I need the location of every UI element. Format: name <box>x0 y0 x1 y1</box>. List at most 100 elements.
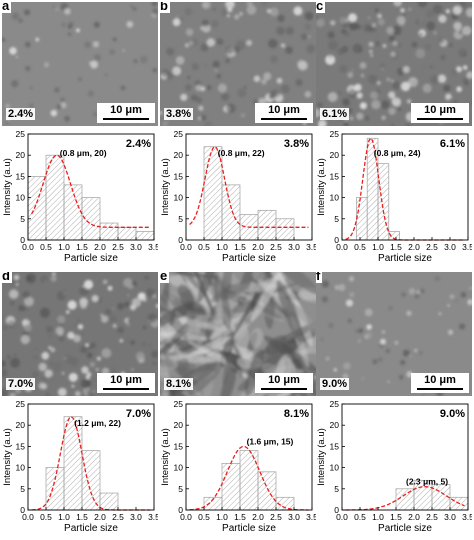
corner-label-a: 2.4% <box>126 138 151 150</box>
sem-image-f: f 9.0% 10 μm <box>316 272 472 396</box>
x-tick-e-7: 3.5 <box>306 512 316 522</box>
y-tick-e-2: 10 <box>174 463 184 473</box>
x-tick-a-2: 1.0 <box>58 242 70 252</box>
x-tick-f-7: 3.5 <box>462 512 472 522</box>
scale-line-e <box>261 388 307 390</box>
y-tick-c-1: 5 <box>334 214 339 224</box>
bar-e-1 <box>222 463 240 510</box>
y-tick-d-2: 10 <box>16 463 26 473</box>
x-tick-d-4: 2.0 <box>94 512 106 522</box>
x-tick-d-5: 2.5 <box>112 512 124 522</box>
y-axis-label-e: Intensity (a.u) <box>160 428 171 486</box>
x-axis-label-e: Particle size <box>222 523 276 534</box>
scale-bar-c: 10 μm <box>411 103 469 123</box>
y-axis-label-b: Intensity (a.u) <box>160 158 171 216</box>
peak-annotation-c: (0.8 μm, 24) <box>374 148 421 158</box>
y-tick-a-1: 5 <box>20 214 25 224</box>
concentration-label-f: 9.0% <box>320 378 349 390</box>
y-tick-f-5: 25 <box>330 400 340 409</box>
x-tick-a-1: 0.5 <box>40 242 52 252</box>
x-tick-c-0: 0.0 <box>336 242 348 252</box>
x-tick-d-1: 0.5 <box>40 512 52 522</box>
x-tick-f-6: 3.0 <box>444 512 456 522</box>
peak-annotation-e: (1.6 μm, 15) <box>247 436 294 446</box>
y-tick-a-2: 10 <box>16 193 26 203</box>
peak-annotation-b: (0.8 μm, 22) <box>218 148 265 158</box>
concentration-label-b: 3.8% <box>164 108 193 120</box>
x-tick-d-3: 1.5 <box>76 512 88 522</box>
x-tick-a-5: 2.5 <box>112 242 124 252</box>
bar-b-3 <box>258 210 276 240</box>
x-tick-f-5: 2.5 <box>426 512 438 522</box>
scale-text-b: 10 μm <box>255 104 313 116</box>
bar-a-2 <box>64 185 82 240</box>
concentration-label-a: 2.4% <box>6 108 35 120</box>
bar-a-4 <box>100 223 118 240</box>
y-tick-b-4: 20 <box>174 150 184 160</box>
x-tick-b-0: 0.0 <box>180 242 192 252</box>
sem-image-e: e 8.1% 10 μm <box>160 272 316 396</box>
y-tick-a-3: 15 <box>16 171 26 181</box>
x-tick-b-1: 0.5 <box>198 242 210 252</box>
x-tick-f-3: 1.5 <box>390 512 402 522</box>
panel-label-b: b <box>160 2 170 13</box>
scale-bar-b: 10 μm <box>255 103 313 123</box>
y-tick-f-3: 15 <box>330 441 340 451</box>
x-tick-c-7: 3.5 <box>462 242 472 252</box>
concentration-label-c: 6.1% <box>320 108 349 120</box>
corner-label-b: 3.8% <box>284 138 309 150</box>
x-tick-a-7: 3.5 <box>148 242 158 252</box>
x-tick-b-7: 3.5 <box>306 242 316 252</box>
x-tick-c-3: 1.5 <box>390 242 402 252</box>
bar-d-0 <box>46 468 64 510</box>
y-axis-label-c: Intensity (a.u) <box>316 158 327 216</box>
scale-line-d <box>103 388 149 390</box>
x-tick-d-2: 1.0 <box>58 512 70 522</box>
sem-image-d: d 7.0% 10 μm <box>2 272 158 396</box>
scale-bar-e: 10 μm <box>255 373 313 393</box>
bar-b-1 <box>222 185 240 240</box>
y-tick-b-5: 25 <box>174 130 184 139</box>
y-tick-e-3: 15 <box>174 441 184 451</box>
peak-annotation-f: (2.3 μm, 5) <box>406 477 448 487</box>
x-tick-c-6: 3.0 <box>444 242 456 252</box>
bar-e-3 <box>258 472 276 510</box>
corner-label-f: 9.0% <box>440 408 465 420</box>
bar-d-1 <box>64 417 82 510</box>
x-tick-e-5: 2.5 <box>270 512 282 522</box>
concentration-label-d: 7.0% <box>6 378 35 390</box>
x-tick-a-6: 3.0 <box>130 242 142 252</box>
scale-bar-d: 10 μm <box>97 373 155 393</box>
x-tick-e-2: 1.0 <box>216 512 228 522</box>
y-tick-c-4: 20 <box>330 150 340 160</box>
x-axis-label-c: Particle size <box>378 253 432 264</box>
y-tick-b-2: 10 <box>174 193 184 203</box>
sem-image-a: a 2.4% 10 μm <box>2 2 158 126</box>
x-tick-b-2: 1.0 <box>216 242 228 252</box>
bar-b-0 <box>204 147 222 240</box>
histogram-d: 05101520250.0 0.5 1.0 1.5 2.0 2.5 3.0 3.5Partic… <box>2 400 158 536</box>
x-axis-label-d: Particle size <box>64 523 118 534</box>
histogram-f: 05101520250.0 0.5 1.0 1.5 2.0 2.5 3.0 3.5Partic… <box>316 400 472 536</box>
peak-annotation-a: (0.8 μm, 20) <box>60 148 107 158</box>
sem-image-b: b 3.8% 10 μm <box>160 2 316 126</box>
y-tick-c-3: 15 <box>330 171 340 181</box>
panel-label-e: e <box>160 272 169 283</box>
scale-line-c <box>417 118 463 120</box>
bar-f-2 <box>432 485 450 510</box>
scale-text-a: 10 μm <box>97 104 155 116</box>
scale-text-c: 10 μm <box>411 104 469 116</box>
bar-a-0 <box>28 176 46 240</box>
y-tick-a-4: 20 <box>16 150 26 160</box>
x-tick-b-5: 2.5 <box>270 242 282 252</box>
y-tick-c-5: 25 <box>330 130 340 139</box>
y-tick-a-5: 25 <box>16 130 26 139</box>
x-tick-b-4: 2.0 <box>252 242 264 252</box>
x-tick-c-4: 2.0 <box>408 242 420 252</box>
panel-label-a: a <box>2 2 11 13</box>
histogram-a: 0 5 10 15 20 25 0.0 0.5 1.0 1.5 2.0 2.5 3.0 3.5 Partic… <box>2 130 158 266</box>
x-tick-a-4: 2.0 <box>94 242 106 252</box>
corner-label-e: 8.1% <box>284 408 309 420</box>
concentration-label-e: 8.1% <box>164 378 193 390</box>
x-tick-e-3: 1.5 <box>234 512 246 522</box>
